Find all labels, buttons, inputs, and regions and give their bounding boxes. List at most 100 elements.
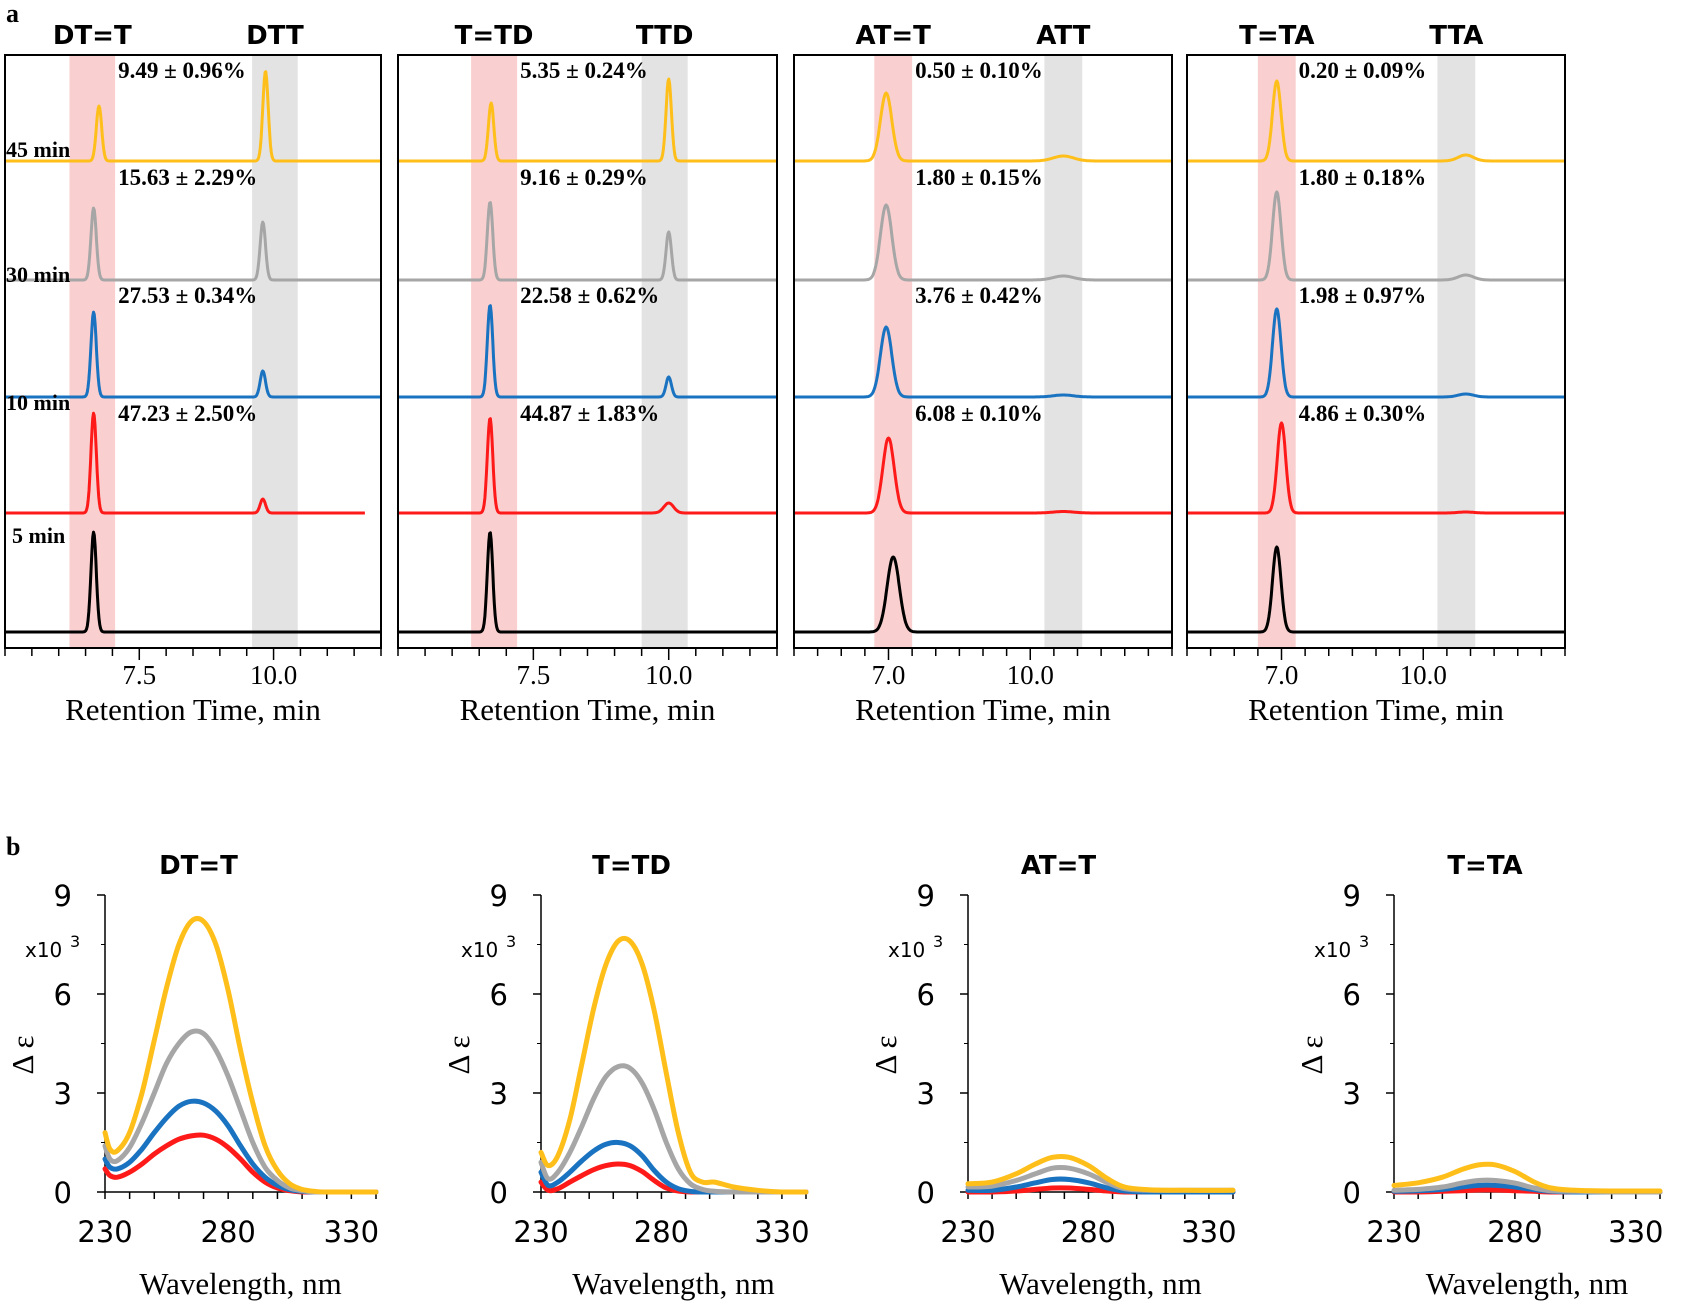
y-tick-label: 6 (1343, 978, 1361, 1012)
chart-title: DT=T (159, 851, 238, 881)
cd-curve-45-min (1391, 1161, 1663, 1194)
x-axis-label: Wavelength, nm (139, 1266, 341, 1301)
trace-0-min (397, 531, 778, 634)
trace-10-min (397, 304, 778, 399)
percent-annotation: 15.63 ± 2.29% (118, 165, 257, 190)
plot-frame (397, 54, 778, 649)
product-title: T=TD (455, 21, 534, 51)
y-multiplier: x10 (461, 938, 498, 962)
x-axis-label: Retention Time, min (65, 692, 321, 727)
x-axis-label: Retention Time, min (855, 692, 1111, 727)
cd-panel-1: DT=T 0 3 6 9 230 280 330 Wavelength, nm x10 3 Δ ε (5, 851, 379, 1301)
y-tick-label: 6 (917, 978, 935, 1012)
trace-5-min (1186, 421, 1566, 515)
parent-title: ATT (1036, 21, 1090, 51)
percent-annotation: 9.49 ± 0.96% (118, 58, 246, 83)
percent-annotation: 5.35 ± 0.24% (520, 58, 648, 83)
percent-annotation: 27.53 ± 0.34% (118, 283, 257, 308)
percent-annotation: 44.87 ± 1.83% (520, 401, 659, 426)
cd-curve-45-min (538, 935, 809, 1195)
plot-frame (793, 54, 1173, 649)
percent-annotation: 4.86 ± 0.30% (1299, 401, 1427, 426)
percent-annotation: 1.80 ± 0.18% (1299, 165, 1427, 190)
x-axis-label: Wavelength, nm (999, 1266, 1201, 1301)
x-tick-label: 7.5 (122, 660, 156, 690)
cd-curve-30-min (538, 1063, 809, 1195)
product-band (1257, 55, 1296, 648)
parent-band (252, 55, 298, 648)
trace-5-min (397, 417, 778, 515)
trace-0-min (4, 530, 382, 634)
chart-title: T=TA (1447, 851, 1522, 881)
trace-5-min (793, 436, 1173, 515)
y-multiplier: x10 (1314, 938, 1351, 962)
x-tick-label: 230 (940, 1215, 995, 1249)
x-axis-label: Retention Time, min (1248, 692, 1504, 727)
x-tick-label: 7.0 (1265, 660, 1299, 690)
trace-5-min (4, 411, 366, 515)
chart-title: T=TD (592, 851, 671, 881)
percent-annotation: 47.23 ± 2.50% (118, 401, 257, 426)
y-multiplier: x10 (25, 938, 62, 962)
cd-curve-45-min (102, 916, 379, 1195)
y-tick-label: 0 (1343, 1176, 1361, 1210)
parent-band (1437, 55, 1476, 648)
y-tick-label: 9 (1343, 879, 1361, 913)
x-tick-label: 280 (1487, 1215, 1542, 1249)
parent-title: TTD (636, 21, 694, 51)
trace-30-min (1186, 190, 1566, 282)
y-tick-label: 3 (54, 1077, 72, 1111)
x-tick-label: 10.0 (1007, 660, 1054, 690)
product-title: DT=T (53, 21, 132, 51)
trace-30-min (4, 206, 382, 282)
percent-annotation: 6.08 ± 0.10% (915, 401, 1043, 426)
cd-panel-3: AT=T 0 3 6 9 230 280 330 Wavelength, nm x10 3 Δ ε (868, 851, 1237, 1301)
time-label: 45 min (6, 137, 70, 162)
x-tick-label: 7.5 (516, 660, 550, 690)
y-multiplier: x10 (888, 938, 925, 962)
cd-curve-45-min (965, 1153, 1236, 1193)
trace-0-min (1186, 545, 1566, 634)
y-tick-label: 9 (54, 879, 72, 913)
trace-45-min (397, 77, 778, 163)
percent-annotation: 0.50 ± 0.10% (915, 58, 1043, 83)
x-tick-label: 10.0 (645, 660, 692, 690)
y-tick-label: 0 (917, 1176, 935, 1210)
percent-annotation: 1.80 ± 0.15% (915, 165, 1043, 190)
product-title: T=TA (1239, 21, 1314, 51)
y-tick-label: 9 (490, 879, 508, 913)
parent-title: DTT (246, 21, 304, 51)
chromatogram-panel-3: AT=T ATT 0.50 ± 0.10% 1.80 ± 0.15% 3.76 ± 0.… (793, 21, 1173, 727)
y-axis-label: Δ ε (868, 1036, 903, 1075)
y-tick-label: 3 (1343, 1077, 1361, 1111)
panel-a-label: a (6, 0, 19, 28)
trace-30-min (397, 201, 778, 282)
chart-title: AT=T (1021, 851, 1097, 881)
percent-annotation: 22.58 ± 0.62% (520, 283, 659, 308)
y-axis-label: Δ ε (441, 1036, 476, 1075)
x-axis-label: Retention Time, min (460, 692, 716, 727)
x-tick-label: 330 (754, 1215, 809, 1249)
x-tick-label: 330 (1181, 1215, 1236, 1249)
time-label: 30 min (6, 262, 70, 287)
parent-band (641, 55, 688, 648)
trace-10-min (793, 325, 1173, 399)
x-tick-label: 10.0 (250, 660, 297, 690)
y-tick-label: 0 (490, 1176, 508, 1210)
x-tick-label: 280 (1061, 1215, 1116, 1249)
y-tick-label: 3 (490, 1077, 508, 1111)
time-label: 5 min (12, 523, 65, 548)
panel-b-label: b (6, 832, 20, 861)
time-label: 10 min (6, 390, 70, 415)
x-tick-label: 10.0 (1400, 660, 1447, 690)
trace-0-min (793, 555, 1173, 634)
x-tick-label: 230 (1366, 1215, 1421, 1249)
y-tick-label: 3 (917, 1077, 935, 1111)
trace-10-min (4, 310, 382, 399)
y-tick-label: 9 (917, 879, 935, 913)
y-multiplier-exponent: 3 (933, 932, 943, 951)
